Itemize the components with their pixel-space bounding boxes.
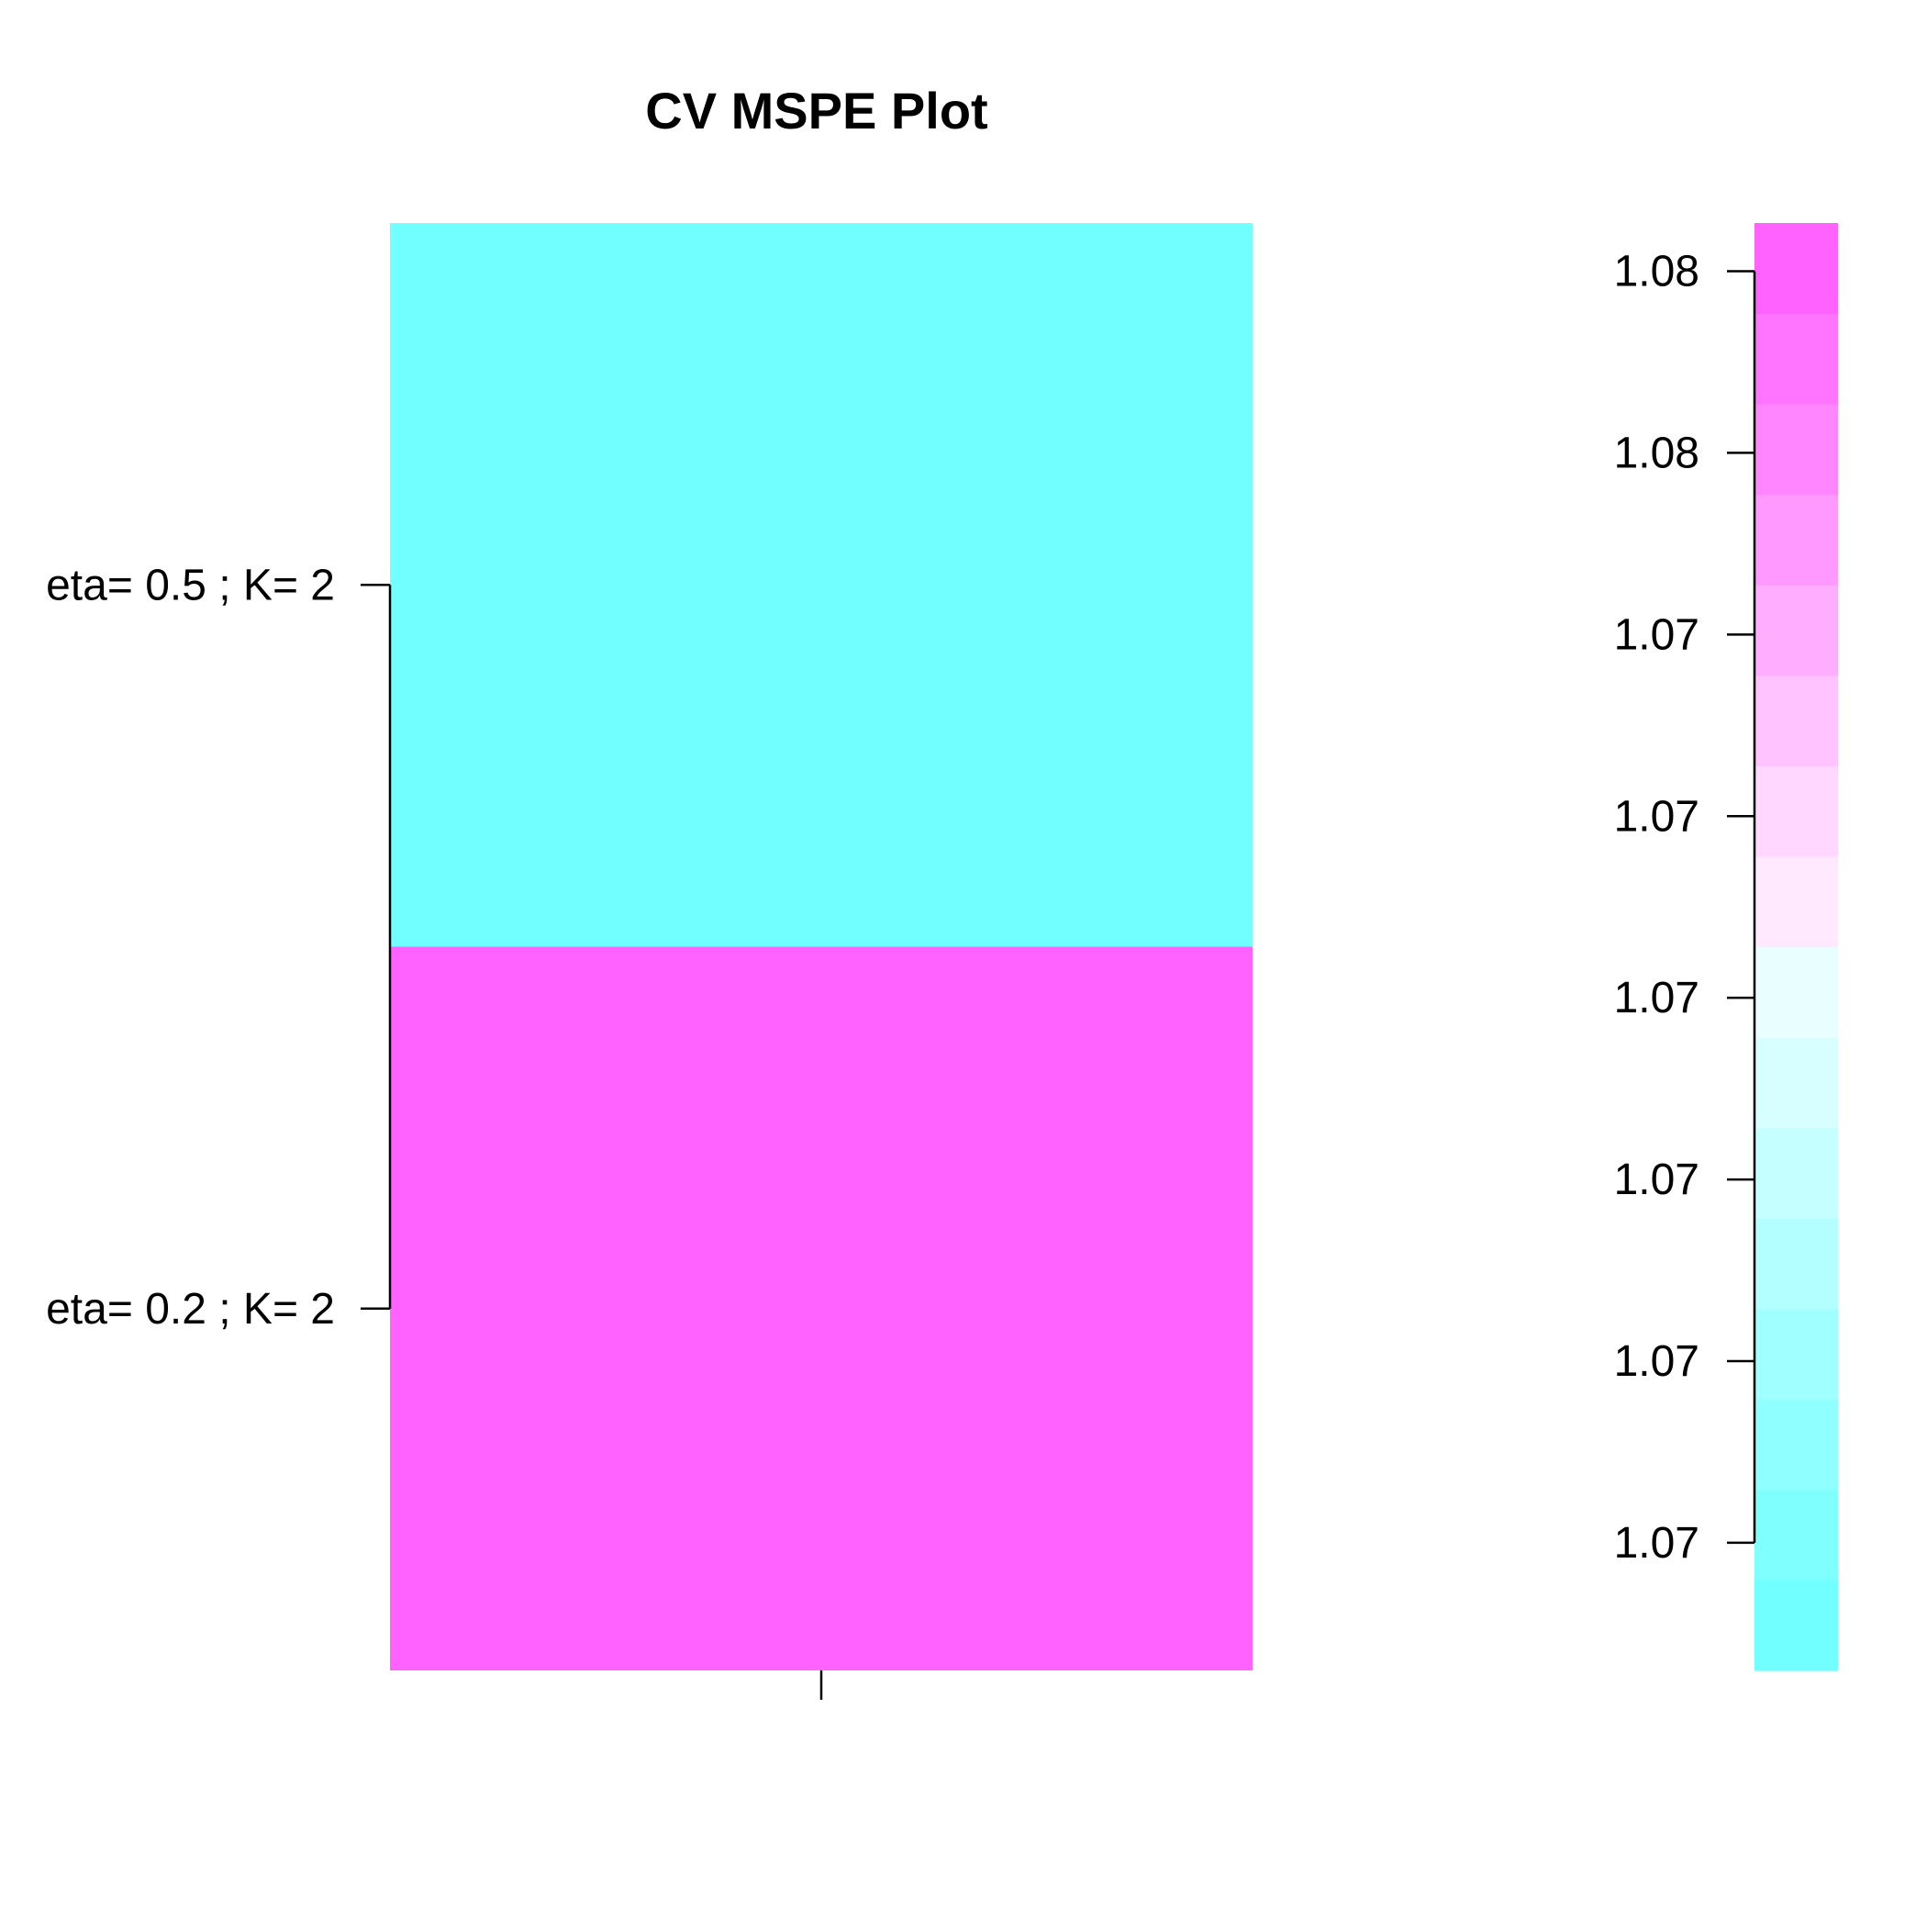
y-tick-label: eta= 0.5 ; K= 2 [46,561,335,609]
heatmap-cells [390,223,1253,1670]
legend-tick-label: 1.07 [1614,1156,1699,1204]
legend-swatch [1754,946,1838,1038]
color-legend: 1.07 1.07 1.07 1.07 1.07 1.07 1.08 1.08 [1614,223,1838,1671]
legend-swatch [1754,1489,1838,1581]
legend-swatch [1754,675,1838,766]
legend-tick-label: 1.07 [1614,1337,1699,1386]
legend-swatch [1754,1218,1838,1310]
legend-swatch [1754,765,1838,857]
y-tick-label: eta= 0.2 ; K= 2 [46,1285,335,1334]
legend-tick-label: 1.07 [1614,610,1699,659]
legend-tick-label: 1.07 [1614,792,1699,841]
legend-swatch [1754,313,1838,405]
y-axis: eta= 0.2 ; K= 2 eta= 0.5 ; K= 2 [46,561,392,1334]
legend-swatch [1754,1580,1838,1671]
legend-swatch [1754,1037,1838,1129]
legend-swatch [1754,1308,1838,1400]
heatmap-cell [390,223,1253,947]
legend-swatch [1754,404,1838,496]
heatmap-cell [390,946,1253,1670]
legend-swatch [1754,494,1838,586]
legend-swatch [1754,223,1838,315]
legend-swatch [1754,855,1838,948]
legend-tick-label: 1.08 [1614,429,1699,477]
legend-swatch [1754,1127,1838,1219]
chart-title: CV MSPE Plot [645,82,987,140]
legend-tick-label: 1.07 [1614,974,1699,1022]
legend-axis: 1.07 1.07 1.07 1.07 1.07 1.07 1.08 1.08 [1614,248,1756,1568]
legend-swatches [1754,223,1838,1671]
legend-tick-label: 1.08 [1614,248,1699,296]
legend-tick-label: 1.07 [1614,1519,1699,1568]
legend-swatch [1754,1399,1838,1491]
legend-swatch [1754,585,1838,676]
